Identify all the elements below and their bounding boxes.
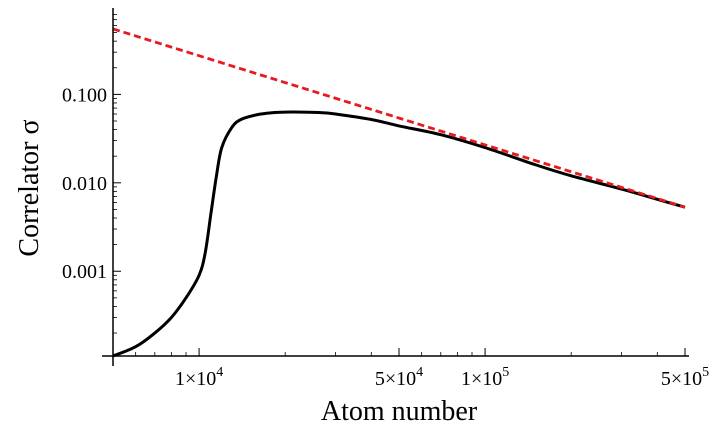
solid-series-line — [112, 110, 686, 358]
x-axis-title: Atom number — [321, 396, 478, 427]
x-tick-label: 5×104 — [375, 365, 423, 390]
y-tick-label: 0.010 — [62, 173, 107, 195]
y-tick-label: 0.001 — [62, 261, 107, 283]
x-tick-label: 5×105 — [661, 365, 709, 390]
y-tick-label: 0.100 — [62, 84, 107, 106]
y-axis-title: Correlator σ — [14, 119, 45, 256]
x-tick-label: 1×105 — [461, 365, 509, 390]
ticks-layer: 0.001 0.010 0.100 1×104 5×104 1×105 5×105 — [62, 14, 709, 390]
series-layer — [112, 27, 686, 358]
x-tick-label: 1×104 — [175, 365, 223, 390]
dashed-series-line — [112, 27, 686, 209]
